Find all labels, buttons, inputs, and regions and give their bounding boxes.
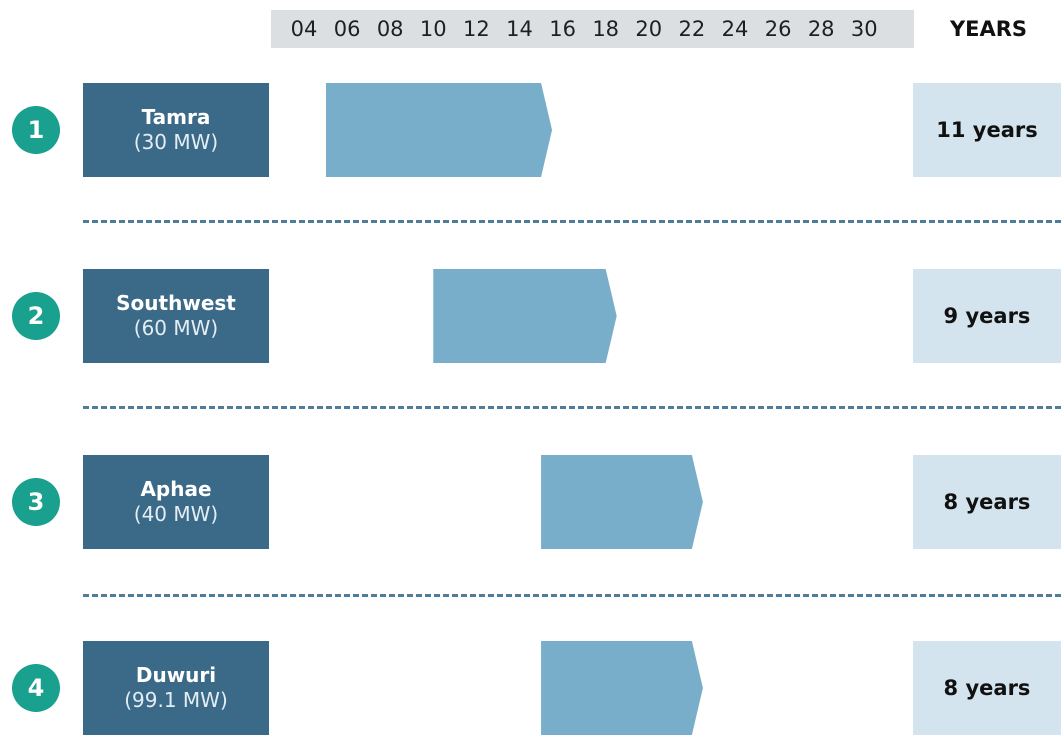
year-tick-label: 24 [721,17,749,41]
year-tick-label: 26 [764,17,792,41]
project-name: Southwest [116,291,236,315]
year-tick-label: 30 [850,17,878,41]
duration-label: 8 years [913,455,1061,549]
project-capacity: (99.1 MW) [124,688,228,712]
years-column-header: YEARS [949,17,1028,41]
year-tick-label: 16 [549,17,576,41]
row-number-badge: 3 [12,478,60,526]
year-tick-label: 10 [419,17,447,41]
duration-label: 11 years [913,83,1061,177]
project-label-box: Tamra (30 MW) [83,83,269,177]
duration-label: 9 years [913,269,1061,363]
year-tick-label: 20 [635,17,663,41]
project-label-box: Duwuri (99.1 MW) [83,641,269,735]
duration-label: 8 years [913,641,1061,735]
year-tick-label: 14 [506,17,533,41]
timeline-bar [326,83,553,177]
project-capacity: (60 MW) [133,316,219,340]
year-tick-label: 28 [807,17,835,41]
timeline-bar [433,269,616,363]
project-name: Aphae [140,477,212,501]
year-tick-label: 08 [376,17,404,41]
project-name: Duwuri [135,663,217,687]
row-divider [83,406,1061,409]
row-number-badge: 4 [12,664,60,712]
project-label-box: Southwest (60 MW) [83,269,269,363]
row-divider [83,594,1061,597]
year-tick-label: 22 [678,17,706,41]
row-number-badge: 2 [12,292,60,340]
project-capacity: (40 MW) [133,502,219,526]
project-name: Tamra [141,105,211,129]
timeline-bar [541,455,703,549]
year-tick-label: 04 [290,17,318,41]
project-label-box: Aphae (40 MW) [83,455,269,549]
year-axis-band [271,10,914,48]
year-tick-label: 12 [463,17,490,41]
year-tick-label: 18 [592,17,620,41]
row-number-badge: 1 [12,106,60,154]
year-tick-label: 06 [333,17,361,41]
row-divider [83,220,1061,223]
project-capacity: (30 MW) [133,130,219,154]
timeline-bar [541,641,703,735]
